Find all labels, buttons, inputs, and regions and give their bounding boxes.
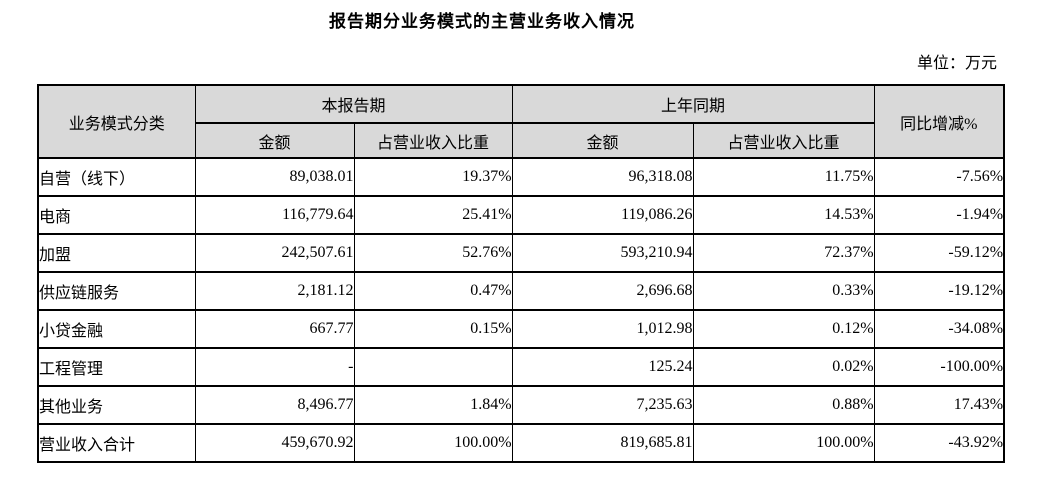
cell-current-share: 52.76% [353,233,513,273]
cell-category: 加盟 [37,233,196,273]
cell-current-amount: 89,038.01 [194,157,355,197]
header-row-2: 金额 占营业收入比重 金额 占营业收入比重 [38,122,1004,159]
col-header-current-share: 占营业收入比重 [353,122,513,159]
cell-prior-amount: 119,086.26 [511,195,694,235]
cell-prior-share: 0.33% [692,271,875,311]
cell-yoy: 17.43% [873,385,1005,425]
cell-prior-share: 0.02% [692,347,875,387]
cell-yoy: -100.00% [873,347,1005,387]
cell-current-amount: 116,779.64 [194,195,355,235]
table-row-other: 其他业务 8,496.77 1.84% 7,235.63 0.88% 17.43… [37,385,1005,425]
cell-current-amount: 459,670.92 [194,423,355,463]
cell-current-share: 1.84% [353,385,513,425]
table-row-franchise: 加盟 242,507.61 52.76% 593,210.94 72.37% -… [37,233,1005,273]
header-row-1: 业务模式分类 本报告期 上年同期 同比增减% [37,84,1005,159]
cell-prior-amount: 593,210.94 [511,233,694,273]
cell-category: 电商 [37,195,196,235]
table-row-supply-chain: 供应链服务 2,181.12 0.47% 2,696.68 0.33% -19.… [37,271,1005,311]
table-row-ecommerce: 电商 116,779.64 25.41% 119,086.26 14.53% -… [37,195,1005,235]
cell-current-amount: 8,496.77 [194,385,355,425]
cell-current-share: 25.41% [353,195,513,235]
cell-category: 其他业务 [37,385,196,425]
cell-yoy: -7.56% [873,157,1005,197]
cell-current-share [353,347,513,387]
col-header-category: 业务模式分类 [37,84,196,159]
cell-current-amount: 667.77 [194,309,355,349]
cell-prior-share: 14.53% [692,195,875,235]
cell-yoy: -1.94% [873,195,1005,235]
table-row-micro-finance: 小贷金融 667.77 0.15% 1,012.98 0.12% -34.08% [37,309,1005,349]
cell-yoy: -43.92% [873,423,1005,463]
revenue-by-business-model-table: 业务模式分类 本报告期 上年同期 同比增减% 金额 占营业收入比重 金额 占营业… [37,84,1006,463]
cell-category: 营业收入合计 [37,423,196,463]
table-row-engineering: 工程管理 - 125.24 0.02% -100.00% [37,347,1005,387]
page-title: 报告期分业务模式的主营业务收入情况 [329,12,635,31]
cell-prior-share: 72.37% [692,233,875,273]
table-row-total: 营业收入合计 459,670.92 100.00% 819,685.81 100… [37,423,1005,463]
cell-category: 供应链服务 [37,271,196,311]
cell-yoy: -59.12% [873,233,1005,273]
col-header-prior-period: 上年同期 [511,84,875,124]
cell-current-share: 19.37% [353,157,513,197]
cell-current-share: 0.15% [353,309,513,349]
col-header-yoy-change: 同比增减% [873,84,1005,159]
cell-category: 工程管理 [37,347,196,387]
cell-yoy: -34.08% [873,309,1005,349]
cell-prior-amount: 819,685.81 [511,423,694,463]
col-header-current-amount: 金额 [194,122,355,159]
cell-prior-amount: 2,696.68 [511,271,694,311]
cell-current-amount: 242,507.61 [194,233,355,273]
cell-current-amount: - [194,347,355,387]
cell-current-share: 100.00% [353,423,513,463]
unit-note: 单位：万元 [916,55,997,72]
cell-category: 小贷金融 [37,309,196,349]
cell-current-share: 0.47% [353,271,513,311]
cell-category: 自营（线下） [37,157,196,197]
col-header-prior-amount: 金额 [511,122,694,159]
cell-yoy: -19.12% [873,271,1005,311]
cell-prior-share: 0.12% [692,309,875,349]
cell-prior-amount: 125.24 [511,347,694,387]
cell-current-amount: 2,181.12 [194,271,355,311]
col-header-current-period: 本报告期 [194,84,513,124]
col-header-prior-share: 占营业收入比重 [692,122,875,159]
cell-prior-share: 0.88% [692,385,875,425]
cell-prior-share: 11.75% [692,157,875,197]
cell-prior-amount: 96,318.08 [511,157,694,197]
cell-prior-amount: 7,235.63 [511,385,694,425]
table-row-direct-offline: 自营（线下） 89,038.01 19.37% 96,318.08 11.75%… [37,157,1005,197]
cell-prior-share: 100.00% [692,423,875,463]
cell-prior-amount: 1,012.98 [511,309,694,349]
document-page: 报告期分业务模式的主营业务收入情况 单位：万元 业务模式分类 本报告期 上年同期… [0,7,1048,481]
